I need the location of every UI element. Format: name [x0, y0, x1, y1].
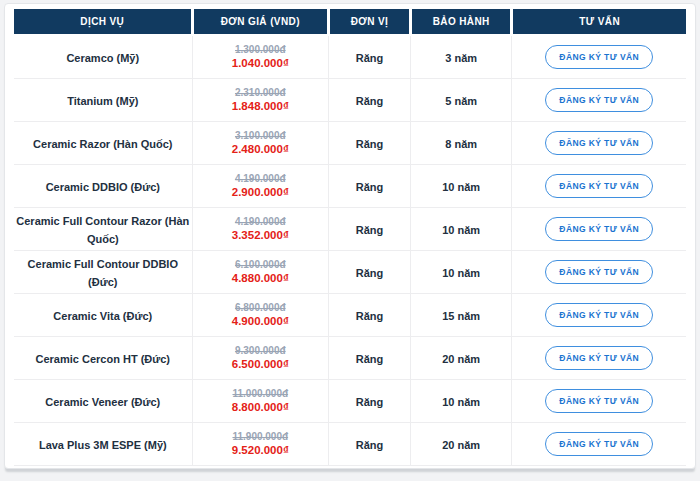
column-header-price: ĐƠN GIÁ (VND) [192, 9, 328, 35]
unit-value: Răng [356, 439, 384, 451]
sale-price: 1.848.000₫ [193, 99, 328, 114]
sale-price: 3.352.000₫ [193, 228, 328, 243]
warranty-value: 10 năm [442, 267, 480, 279]
service-name: Lava Plus 3M ESPE (Mỹ) [39, 439, 167, 451]
service-name: Ceramic Full Contour DDBIO (Đức) [28, 258, 178, 288]
sale-price: 4.880.000₫ [193, 271, 328, 286]
column-header-warranty: BẢO HÀNH [410, 9, 511, 35]
register-consultation-button[interactable]: ĐĂNG KÝ TƯ VẤN [545, 303, 653, 327]
service-name: Ceramic Veneer (Đức) [45, 396, 160, 408]
unit-value: Răng [356, 138, 384, 150]
warranty-value: 3 năm [445, 52, 477, 64]
unit-value: Răng [356, 181, 384, 193]
price-cell: 3.100.000đ 2.480.000₫ [192, 121, 328, 164]
unit-value: Răng [356, 267, 384, 279]
register-consultation-button[interactable]: ĐĂNG KÝ TƯ VẤN [545, 346, 653, 370]
old-price: 11.900.000đ [193, 430, 328, 443]
service-name: Ceramic Razor (Hàn Quốc) [33, 138, 172, 150]
register-consultation-button[interactable]: ĐĂNG KÝ TƯ VẤN [545, 217, 653, 241]
register-consultation-button[interactable]: ĐĂNG KÝ TƯ VẤN [545, 174, 653, 198]
price-cell: 4.190.000đ 2.900.000₫ [192, 164, 328, 207]
table-row: Titanium (Mỹ) 2.310.000đ 1.848.000₫ Răng… [14, 78, 686, 121]
table-row: Ceramic Vita (Đức) 6.800.000đ 4.900.000₫… [14, 293, 686, 336]
warranty-value: 20 năm [442, 353, 480, 365]
sale-price: 9.520.000₫ [193, 443, 328, 458]
price-cell: 11.000.000đ 8.800.000₫ [192, 379, 328, 422]
unit-value: Răng [356, 95, 384, 107]
sale-price: 6.500.000₫ [193, 357, 328, 372]
table-row: Ceramic Veneer (Đức) 11.000.000đ 8.800.0… [14, 379, 686, 422]
unit-value: Răng [356, 353, 384, 365]
register-consultation-button[interactable]: ĐĂNG KÝ TƯ VẤN [545, 389, 653, 413]
price-cell: 6.100.000đ 4.880.000₫ [192, 250, 328, 293]
unit-value: Răng [356, 310, 384, 322]
sale-price: 8.800.000₫ [193, 400, 328, 415]
table-row: Ceramic DDBIO (Đức) 4.190.000đ 2.900.000… [14, 164, 686, 207]
old-price: 3.100.000đ [193, 129, 328, 142]
register-consultation-button[interactable]: ĐĂNG KÝ TƯ VẤN [545, 260, 653, 284]
price-cell: 4.190.000đ 3.352.000₫ [192, 207, 328, 250]
table-row: Ceramic Razor (Hàn Quốc) 3.100.000đ 2.48… [14, 121, 686, 164]
service-name: Ceramic Cercon HT (Đức) [36, 353, 171, 365]
sale-price: 2.480.000₫ [193, 142, 328, 157]
sale-price: 4.900.000₫ [193, 314, 328, 329]
register-consultation-button[interactable]: ĐĂNG KÝ TƯ VẤN [545, 45, 653, 69]
column-header-consult: TƯ VẤN [512, 9, 686, 35]
old-price: 6.100.000đ [193, 258, 328, 271]
service-name: Ceramic Full Contour Razor (Hàn Quốc) [16, 215, 189, 245]
table-row: Lava Plus 3M ESPE (Mỹ) 11.900.000đ 9.520… [14, 422, 686, 465]
price-cell: 2.310.000đ 1.848.000₫ [192, 78, 328, 121]
service-name: Ceramic Vita (Đức) [53, 310, 152, 322]
table-row: Ceramic Cercon HT (Đức) 9.300.000đ 6.500… [14, 336, 686, 379]
old-price: 1.300.000đ [193, 43, 328, 56]
service-name: Ceramic DDBIO (Đức) [46, 181, 160, 193]
warranty-value: 20 năm [442, 439, 480, 451]
table-body: Ceramco (Mỹ) 1.300.000đ 1.040.000₫ Răng … [14, 35, 686, 465]
register-consultation-button[interactable]: ĐĂNG KÝ TƯ VẤN [545, 131, 653, 155]
warranty-value: 15 năm [442, 310, 480, 322]
old-price: 4.190.000đ [193, 215, 328, 228]
warranty-value: 8 năm [445, 138, 477, 150]
service-name: Titanium (Mỹ) [67, 95, 138, 107]
register-consultation-button[interactable]: ĐĂNG KÝ TƯ VẤN [545, 88, 653, 112]
table-header: DỊCH VỤ ĐƠN GIÁ (VND) ĐƠN VỊ BẢO HÀNH TƯ… [14, 9, 686, 35]
header-row: DỊCH VỤ ĐƠN GIÁ (VND) ĐƠN VỊ BẢO HÀNH TƯ… [14, 9, 686, 35]
service-name: Ceramco (Mỹ) [66, 52, 139, 64]
table-row: Ceramic Full Contour Razor (Hàn Quốc) 4.… [14, 207, 686, 250]
unit-value: Răng [356, 396, 384, 408]
pricing-card: DỊCH VỤ ĐƠN GIÁ (VND) ĐƠN VỊ BẢO HÀNH TƯ… [4, 3, 696, 469]
unit-value: Răng [356, 224, 384, 236]
warranty-value: 10 năm [442, 396, 480, 408]
old-price: 6.800.000đ [193, 301, 328, 314]
warranty-value: 5 năm [445, 95, 477, 107]
column-header-service: DỊCH VỤ [14, 9, 192, 35]
register-consultation-button[interactable]: ĐĂNG KÝ TƯ VẤN [545, 432, 653, 456]
table-row: Ceramic Full Contour DDBIO (Đức) 6.100.0… [14, 250, 686, 293]
price-cell: 1.300.000đ 1.040.000₫ [192, 35, 328, 78]
old-price: 11.000.000đ [193, 387, 328, 400]
old-price: 9.300.000đ [193, 344, 328, 357]
price-cell: 6.800.000đ 4.900.000₫ [192, 293, 328, 336]
column-header-unit: ĐƠN VỊ [328, 9, 410, 35]
warranty-value: 10 năm [442, 224, 480, 236]
warranty-value: 10 năm [442, 181, 480, 193]
sale-price: 2.900.000₫ [193, 185, 328, 200]
old-price: 2.310.000đ [193, 86, 328, 99]
price-cell: 11.900.000đ 9.520.000₫ [192, 422, 328, 465]
pricing-table: DỊCH VỤ ĐƠN GIÁ (VND) ĐƠN VỊ BẢO HÀNH TƯ… [14, 9, 686, 466]
old-price: 4.190.000đ [193, 172, 328, 185]
sale-price: 1.040.000₫ [193, 56, 328, 71]
unit-value: Răng [356, 52, 384, 64]
table-row: Ceramco (Mỹ) 1.300.000đ 1.040.000₫ Răng … [14, 35, 686, 78]
price-cell: 9.300.000đ 6.500.000₫ [192, 336, 328, 379]
